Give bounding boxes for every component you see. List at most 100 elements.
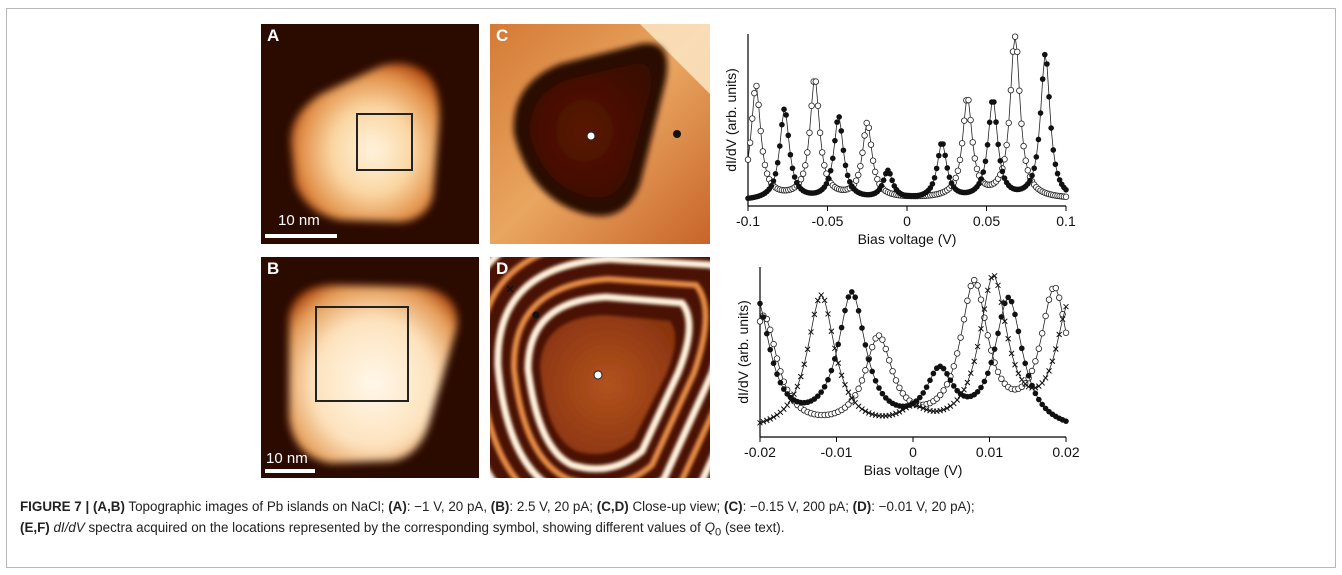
data-point [842,307,848,314]
data-point [825,311,831,317]
data-point [1016,87,1023,94]
data-point [1037,110,1044,116]
data-point [1048,125,1054,131]
data-point [967,282,974,290]
data-point [859,406,865,412]
cross-marker-d [506,285,514,293]
caption-ef: (E,F) [20,520,50,535]
data-point [889,367,896,375]
data-point [889,177,895,184]
data-point [763,417,770,424]
data-point [906,403,913,409]
panel-d-image [490,257,710,478]
data-point [869,368,875,375]
data-point [757,419,763,426]
data-point [849,289,855,295]
data-point [1033,154,1040,160]
data-point [1049,358,1056,365]
scalebar-label-b: 10 nm [266,450,308,467]
caption-text-8: spectra acquired on the locations repres… [84,520,705,535]
data-point [1063,303,1069,310]
data-point [974,282,981,289]
data-point [768,183,775,189]
data-point [923,406,930,413]
data-point [1031,165,1037,172]
data-point [893,410,899,417]
data-point [808,329,814,335]
data-point [855,171,862,179]
panel-c-closeup: C [490,24,710,244]
data-point [802,162,809,169]
data-point [1052,161,1059,168]
data-point [834,119,840,125]
data-point [1027,177,1033,184]
data-point [832,137,838,144]
data-point [814,297,821,304]
data-point [835,360,842,366]
data-point [978,176,984,182]
data-point [892,377,900,384]
data-point [799,170,807,177]
caption-text-4: Close-up view; [628,499,724,514]
data-point [842,162,849,169]
data-point [1063,418,1069,424]
caption-figure-label: FIGURE 7 | [20,499,93,514]
data-point [838,324,845,331]
data-point [984,287,991,294]
data-point [923,384,930,390]
figure-frame [6,8,1336,568]
data-point [836,114,842,120]
data-point [1042,375,1049,381]
data-point [865,410,872,416]
data-point [806,129,813,136]
data-point [1032,390,1039,397]
data-point [777,143,783,149]
data-point [956,156,964,164]
data-point [927,377,933,384]
data-point [1015,328,1022,335]
caption-text-5: : −0.15 V, 200 pA; [742,499,853,514]
data-point [967,370,974,377]
data-point [978,384,984,391]
data-point [861,132,868,139]
data-point [947,377,954,383]
data-point [759,148,767,155]
data-point [1059,316,1066,323]
caption-ab: (A,B) [92,499,125,514]
data-point [1008,298,1015,305]
panel-label-d: D [496,259,509,278]
data-point [995,330,1001,337]
data-point [1018,120,1025,127]
data-point [828,328,835,335]
data-point [1007,86,1015,94]
data-point [942,152,948,159]
data-point [954,167,962,174]
data-point [1020,142,1027,150]
data-point [937,407,944,414]
data-point [845,389,852,396]
data-point [991,272,998,279]
data-point [1001,318,1008,325]
data-point [940,365,947,372]
data-point [756,318,764,325]
data-point [936,391,944,399]
x-tick-label: -0.01 [821,444,853,460]
caption-didv: dI/dV [53,520,85,535]
data-point [951,383,957,389]
caption-text-3: : 2.5 V, 20 pA; [509,499,597,514]
data-point [998,314,1005,320]
data-point [940,406,947,413]
data-point [858,377,866,384]
data-point [831,345,838,352]
data-point [746,139,754,146]
data-point [865,124,873,132]
data-point [828,367,835,374]
data-point [944,371,950,377]
data-point [801,361,808,368]
data-point [1035,345,1042,352]
data-point [1039,401,1045,408]
data-point [965,96,972,104]
x-tick-label: 0 [903,213,911,229]
data-point [827,167,834,174]
data-point [1019,345,1025,352]
